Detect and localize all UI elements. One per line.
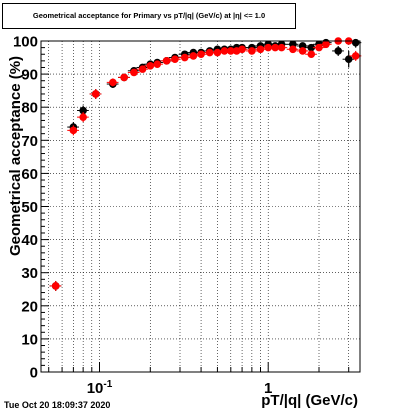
x-tick-label: 10-1	[87, 379, 113, 397]
series-1-point	[189, 52, 198, 60]
y-tick-label: 60	[21, 166, 38, 183]
y-tick-label: 80	[21, 100, 38, 117]
series-0-point	[344, 55, 353, 64]
series-1-point	[322, 40, 330, 49]
y-tick-label: 70	[21, 133, 38, 150]
x-axis-label: pT/|q| (GeV/c)	[261, 392, 358, 409]
series-1-point	[289, 45, 297, 54]
data-layer	[49, 37, 362, 291]
series-1-point	[298, 47, 307, 55]
series-1-point	[51, 282, 60, 290]
series-1-point	[271, 43, 279, 52]
series-1-point	[277, 43, 286, 52]
series-1-point	[351, 52, 360, 60]
series-1-point	[205, 48, 214, 57]
series-1-point	[91, 90, 100, 98]
series-1-point	[130, 68, 138, 77]
series-1-point	[264, 43, 273, 52]
series-0-point	[351, 38, 360, 47]
series-0-point	[79, 106, 87, 115]
y-tick-label: 50	[21, 199, 38, 216]
y-tick-label: 90	[21, 67, 38, 84]
y-tick-label: 0	[30, 365, 38, 382]
grid-layer	[41, 41, 360, 372]
plot-frame	[40, 40, 361, 373]
series-1-point	[220, 47, 229, 55]
axes-layer: 0 10 20 30 40 50 60 70 80 90 100 10-1 1	[13, 34, 350, 397]
series-1-point	[213, 48, 222, 57]
series-0-point	[334, 47, 343, 55]
series-1-point	[138, 65, 147, 73]
series-1-point	[256, 45, 265, 54]
y-tick-label: 20	[21, 298, 38, 315]
series-1-point	[238, 45, 246, 54]
series-1-point	[146, 62, 155, 70]
y-tick-label: 30	[21, 265, 38, 282]
series-1-point	[248, 47, 256, 55]
series-1-point	[307, 50, 316, 59]
series-1-point	[162, 57, 171, 65]
y-axis-label: Geometrical acceptance (%)	[7, 56, 24, 256]
y-tick-label: 40	[21, 232, 38, 249]
y-tick-label: 100	[13, 34, 38, 51]
series-1-point	[109, 78, 117, 87]
series-1-point	[171, 55, 179, 64]
series-1-point	[69, 126, 78, 135]
y-tick-label: 10	[21, 331, 38, 348]
x-tick-label: 1	[264, 380, 272, 397]
series-1-point	[79, 113, 87, 121]
series-1-point	[180, 53, 189, 62]
timestamp: Tue Oct 20 18:09:37 2020	[4, 400, 111, 410]
series-0-point	[307, 43, 316, 52]
series-1-point	[120, 73, 128, 82]
title-box: Geometrical acceptance for Primary vs pT…	[2, 3, 296, 29]
series-1-point	[153, 60, 162, 68]
series-1-point	[315, 43, 323, 52]
series-1-point	[197, 50, 205, 59]
chart-title: Geometrical acceptance for Primary vs pT…	[32, 11, 266, 20]
